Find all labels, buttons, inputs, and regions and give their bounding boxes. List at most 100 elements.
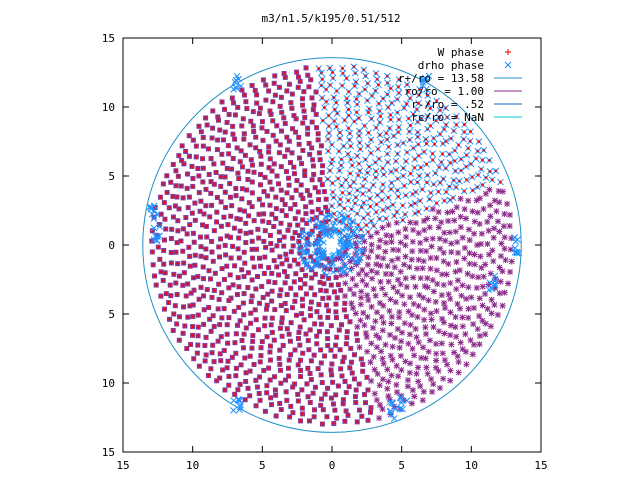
drho-phase-point — [500, 188, 506, 195]
w-phase-point — [268, 358, 273, 362]
drho-phase-point — [423, 85, 430, 93]
w-phase-point — [320, 164, 325, 168]
w-phase-point — [287, 82, 292, 86]
w-phase-point — [490, 178, 494, 182]
drho-phase-point — [443, 271, 450, 278]
drho-phase-point — [501, 211, 508, 217]
drho-phase-point — [457, 305, 463, 312]
w-phase-point — [164, 227, 168, 231]
w-phase-point — [340, 184, 344, 188]
drho-phase-point — [508, 258, 515, 265]
drho-phase-point — [390, 284, 397, 291]
w-phase-point — [309, 255, 313, 259]
drho-phase-point — [327, 263, 334, 269]
w-phase-point — [320, 77, 324, 81]
drho-phase-point — [504, 200, 510, 207]
x-tick-label: 5 — [398, 459, 405, 472]
w-phase-point — [204, 335, 208, 339]
w-phase-point — [364, 74, 368, 78]
w-phase-point — [270, 316, 274, 320]
w-phase-point — [219, 359, 223, 363]
w-phase-point — [381, 166, 385, 170]
w-phase-point — [360, 205, 364, 209]
drho-phase-point — [497, 278, 504, 285]
drho-phase-point — [319, 222, 326, 228]
w-phase-point — [226, 144, 230, 148]
w-phase-point — [243, 398, 247, 402]
w-phase-point — [300, 412, 305, 416]
w-phase-point — [280, 110, 284, 114]
w-phase-point — [353, 84, 357, 88]
w-phase-point — [294, 188, 298, 192]
drho-phase-point — [350, 231, 356, 238]
w-phase-point — [454, 185, 458, 189]
w-phase-point — [448, 161, 452, 165]
w-phase-point — [270, 212, 274, 216]
w-phase-point — [179, 184, 183, 188]
w-phase-point — [381, 97, 385, 101]
w-phase-point — [451, 196, 455, 200]
w-phase-point — [338, 131, 342, 135]
w-phase-point — [280, 316, 284, 320]
drho-phase-point — [316, 223, 323, 230]
drho-phase-point — [395, 229, 402, 236]
drho-phase-point — [306, 217, 313, 224]
w-phase-point — [309, 78, 313, 82]
w-phase-point — [341, 191, 345, 195]
w-phase-point — [248, 321, 253, 325]
w-phase-point — [293, 348, 297, 352]
drho-phase-point — [424, 275, 431, 281]
drho-phase-point — [374, 397, 380, 403]
w-phase-point — [283, 378, 288, 382]
w-phase-point — [227, 374, 231, 379]
w-phase-point — [169, 294, 173, 298]
w-phase-point — [185, 232, 189, 236]
w-phase-point — [327, 114, 331, 118]
w-phase-point — [257, 391, 261, 396]
w-phase-point — [283, 202, 287, 207]
w-phase-point — [344, 178, 348, 182]
w-phase-point — [312, 353, 316, 357]
w-phase-point — [321, 274, 325, 279]
w-phase-point — [284, 213, 288, 218]
w-phase-point — [319, 288, 323, 292]
w-phase-point — [275, 174, 279, 178]
w-phase-point — [335, 89, 339, 93]
drho-phase-point — [452, 324, 459, 330]
drho-phase-point — [405, 340, 412, 347]
drho-phase-point — [413, 334, 420, 341]
w-phase-point — [233, 137, 237, 141]
drho-phase-point — [434, 281, 441, 287]
drho-phase-point — [410, 227, 416, 233]
w-phase-point — [199, 254, 203, 258]
drho-phase-point — [448, 341, 455, 348]
drho-phase-point — [414, 265, 420, 272]
w-phase-point — [268, 157, 272, 161]
w-phase-point — [318, 178, 322, 182]
w-phase-point — [254, 146, 258, 150]
w-phase-point — [257, 256, 262, 260]
w-phase-point — [432, 142, 436, 146]
w-phase-point — [407, 130, 411, 134]
drho-phase-point — [380, 360, 387, 367]
w-phase-point — [240, 197, 244, 201]
w-phase-point — [193, 263, 197, 267]
w-phase-point — [401, 166, 405, 170]
drho-phase-point — [398, 353, 404, 359]
drho-phase-point — [387, 332, 393, 338]
drho-phase-point — [372, 390, 378, 397]
w-phase-point — [340, 374, 344, 378]
w-phase-point — [308, 328, 312, 332]
y-tick-label: 10 — [102, 101, 115, 114]
drho-phase-point — [156, 223, 163, 230]
w-phase-point — [275, 244, 279, 248]
w-phase-point — [348, 184, 352, 188]
w-phase-point — [479, 167, 483, 171]
w-phase-point — [167, 206, 171, 210]
drho-phase-point — [309, 257, 316, 264]
w-phase-point — [191, 231, 195, 235]
w-phase-point — [162, 307, 167, 311]
w-phase-point — [418, 87, 422, 91]
w-phase-point — [289, 353, 293, 357]
w-phase-point — [161, 182, 165, 186]
